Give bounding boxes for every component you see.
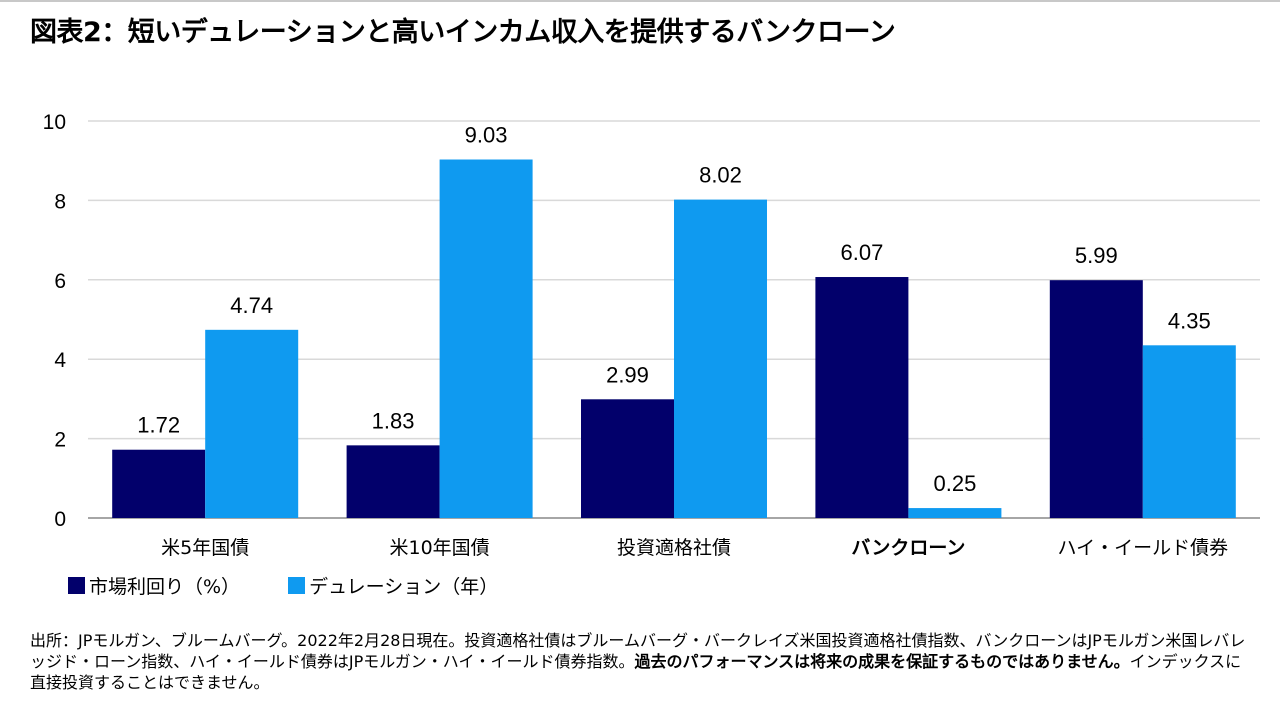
legend-label-yield: 市場利回り（%）: [89, 576, 241, 598]
data-label: 0.25: [933, 471, 976, 496]
y-tick-label: 4: [54, 349, 66, 372]
bar: [346, 445, 440, 518]
legend-swatch-yield: [68, 577, 85, 594]
data-label: 5.99: [1075, 243, 1118, 268]
bar: [1049, 280, 1143, 518]
footnote-disclaimer: 過去のパフォーマンスは将来の成果を保証するものではありません。: [634, 652, 1130, 671]
bar: [908, 508, 1002, 518]
legend-label-duration: デュレーション（年）: [309, 576, 499, 598]
legend-swatch-duration: [288, 577, 306, 594]
y-tick-label: 10: [43, 111, 66, 134]
y-tick-label: 0: [54, 508, 66, 531]
y-tick-label: 2: [54, 429, 66, 452]
data-label: 1.83: [372, 408, 415, 433]
data-label: 1.72: [137, 413, 180, 438]
bar: [674, 199, 767, 518]
data-label: 8.02: [699, 163, 742, 188]
footnote-index-note: インデックスに直接投資することはできません。: [30, 652, 1242, 692]
chart-title: 図表2：短いデュレーションと高いインカム収入を提供するバンクローン: [30, 17, 896, 48]
data-label: 2.99: [606, 362, 649, 387]
footnote-source-text: 出所：JPモルガン、ブルームバーグ。2022年2月28日現在。投資適格社債はブル…: [30, 631, 1246, 671]
bar: [205, 329, 299, 518]
footnote: 出所：JPモルガン、ブルームバーグ。2022年2月28日現在。投資適格社債はブル…: [30, 630, 1255, 693]
bar: [439, 159, 533, 518]
legend-item-duration: デュレーション（年）: [288, 572, 498, 599]
x-tick-label: ハイ・イールド債券: [1057, 537, 1228, 559]
top-divider: [0, 0, 1280, 2]
data-label: 6.07: [840, 240, 883, 265]
data-label: 9.03: [465, 123, 508, 148]
x-tick-label: 米5年国債: [161, 537, 249, 559]
bar: [1142, 345, 1236, 518]
x-tick-label: 投資適格社債: [617, 537, 731, 559]
y-tick-label: 8: [54, 190, 66, 213]
y-tick-label: 6: [54, 270, 66, 293]
bar: [112, 449, 206, 518]
x-tick-label: 米10年国債: [390, 537, 490, 559]
bar: [581, 399, 674, 518]
x-tick-label: バンクローン: [851, 537, 965, 559]
bar: [815, 277, 909, 518]
data-label: 4.35: [1168, 308, 1211, 333]
legend-item-yield: 市場利回り（%）: [68, 572, 240, 599]
bar-chart: 0 2 4 6 8 10 1.72 4.74 米5年国債 1.83 9.03 米10年国債 2.99 8.…: [43, 111, 1260, 559]
legend: 市場利回り（%） デュレーション（年）: [68, 572, 498, 599]
data-label: 4.74: [230, 293, 273, 318]
